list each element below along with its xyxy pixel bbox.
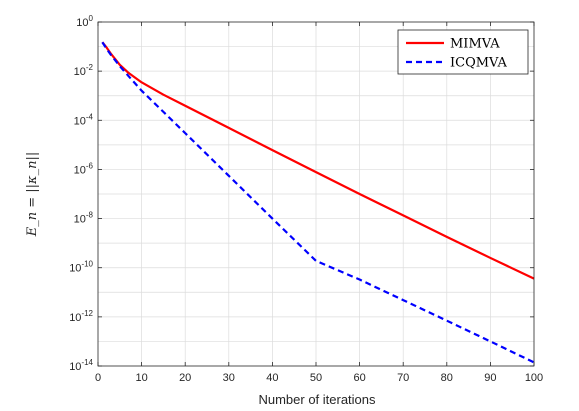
series-layer [101, 41, 535, 364]
series-line-icqmva [101, 41, 535, 364]
legend: MIMVA ICQMVA [397, 29, 529, 75]
y-tick-label: 100 [76, 14, 93, 29]
x-axis-label: Number of iterations [258, 392, 376, 407]
y-tick-label: 10-8 [74, 211, 94, 226]
x-tick-label: 60 [353, 372, 365, 384]
x-tick-label: 10 [135, 372, 147, 384]
x-tick-label: 0 [95, 372, 101, 384]
x-tick-label: 40 [266, 372, 278, 384]
y-tick-label: 10-6 [74, 161, 94, 176]
legend-box [397, 29, 529, 75]
y-tick-label: 10-2 [74, 63, 94, 78]
x-tick-label: 70 [397, 372, 409, 384]
y-tick-label: 10-14 [69, 358, 93, 373]
axis-ticks [97, 21, 535, 367]
x-tick-label: 80 [441, 372, 453, 384]
x-tick-label: 20 [179, 372, 191, 384]
grid [98, 22, 534, 366]
legend-label-icqmva: ICQMVA [450, 56, 508, 71]
x-tick-label: 90 [484, 372, 496, 384]
x-tick-labels: 0 10 20 30 40 50 60 70 80 90 100 [95, 372, 543, 384]
x-tick-label: 100 [525, 372, 543, 384]
y-tick-label: 10-10 [69, 260, 93, 275]
y-tick-labels: 100 10-2 10-4 10-6 10-8 10-10 10-12 10-14 [69, 14, 93, 373]
y-tick-label: 10-12 [69, 309, 93, 324]
y-tick-label: 10-4 [74, 112, 94, 127]
y-axis-label: E_n = ||κ_n|| [25, 152, 40, 237]
legend-label-mimva: MIMVA [450, 37, 500, 52]
x-tick-label: 50 [310, 372, 322, 384]
x-tick-label: 30 [223, 372, 235, 384]
